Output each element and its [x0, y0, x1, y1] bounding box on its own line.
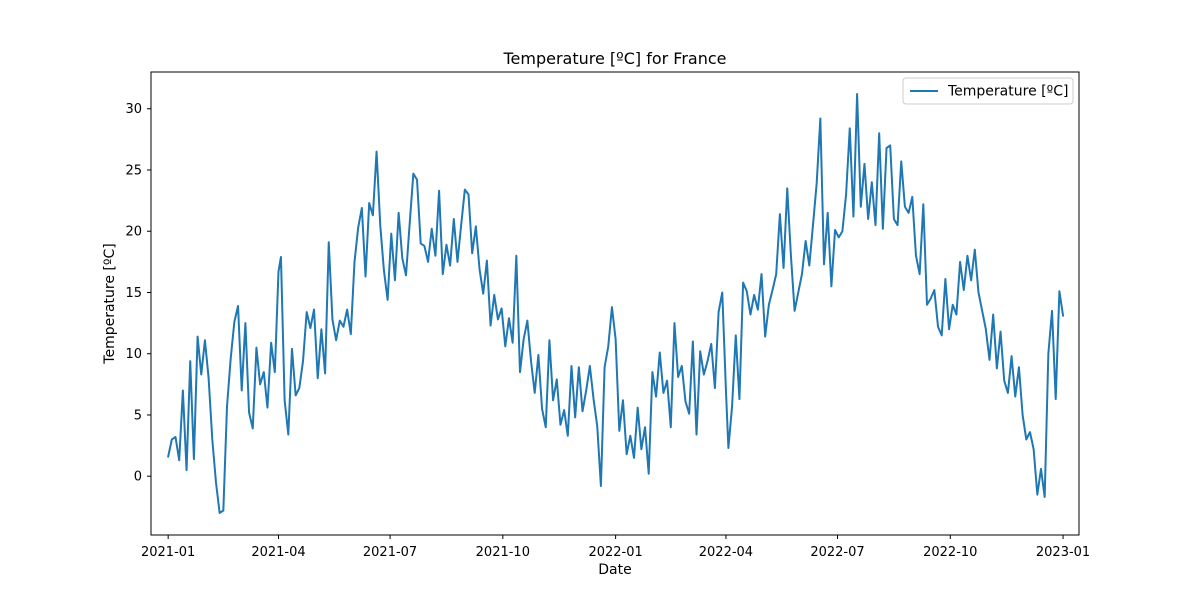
legend: Temperature [ºC]: [902, 77, 1074, 105]
y-tick-label: 5: [134, 408, 142, 423]
x-axis-label: Date: [598, 562, 631, 578]
x-tick-label: 2021-10: [476, 545, 530, 560]
y-axis: 0 5 10 15 20 25 30: [125, 102, 151, 485]
x-axis: 2021-01 2021-04 2021-07 2021-10 2022-01 2022-…: [141, 535, 1090, 560]
legend-label: Temperature [ºC]: [947, 84, 1068, 100]
series-line-temperature: [167, 93, 1065, 514]
y-tick-label: 20: [125, 225, 142, 240]
x-tick-label: 2021-01: [141, 545, 195, 560]
axes-frame: [150, 71, 1080, 536]
axes-background: [151, 72, 1079, 535]
series-layer: [167, 93, 1065, 514]
x-tick-label: 2022-10: [923, 545, 977, 560]
y-axis-label: Temperature [ºC]: [102, 243, 118, 364]
x-tick-label: 2021-04: [251, 545, 305, 560]
x-tick-label: 2022-04: [699, 545, 753, 560]
chart-title: Temperature [ºC] for France: [502, 49, 726, 68]
y-tick-label: 30: [125, 102, 142, 117]
x-tick-label: 2022-07: [810, 545, 864, 560]
x-tick-label: 2022-01: [588, 545, 642, 560]
y-tick-label: 0: [134, 470, 142, 485]
plot-area: 2021-01 2021-04 2021-07 2021-10 2022-01 2022-…: [125, 71, 1090, 560]
y-tick-label: 25: [125, 163, 142, 178]
y-tick-label: 10: [125, 347, 142, 362]
x-tick-label: 2021-07: [363, 545, 417, 560]
x-tick-label: 2023-01: [1036, 545, 1090, 560]
y-tick-label: 15: [125, 286, 142, 301]
legend-box: [902, 77, 1074, 105]
